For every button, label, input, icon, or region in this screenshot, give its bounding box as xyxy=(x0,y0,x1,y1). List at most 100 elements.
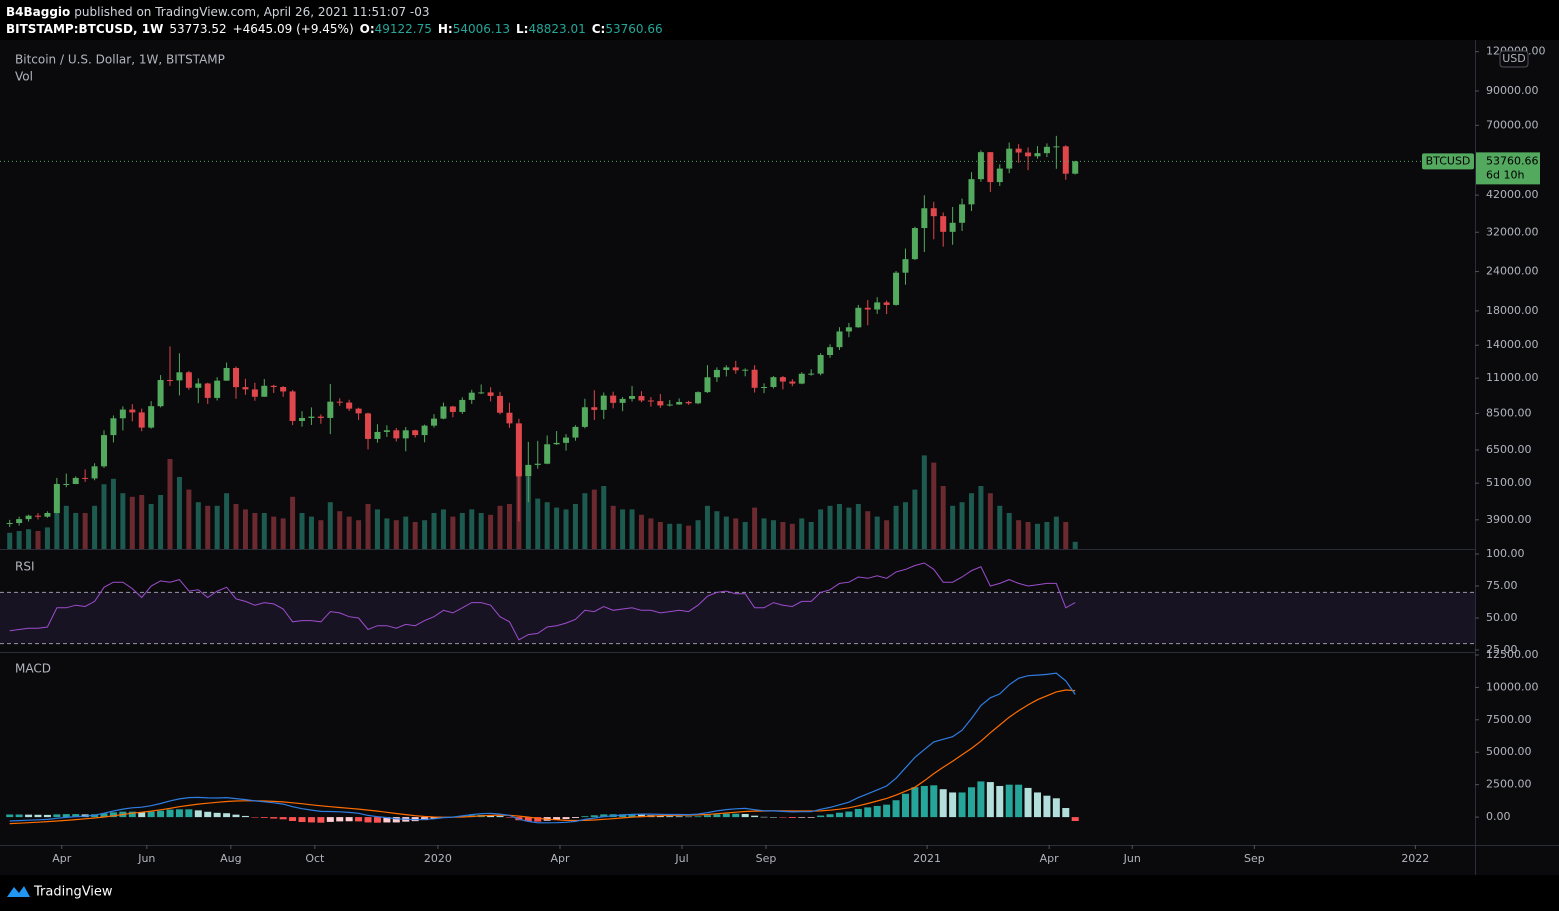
candle-body xyxy=(581,407,588,427)
candle-body xyxy=(148,406,155,428)
candle-body xyxy=(91,466,98,479)
volume-bar xyxy=(393,520,399,549)
volume-bar xyxy=(865,511,871,549)
x-tick-label: Jun xyxy=(137,852,155,865)
candle-body xyxy=(629,396,636,399)
candle-body xyxy=(798,373,805,384)
volume-bar xyxy=(16,531,22,549)
x-tick-label: Sep xyxy=(1244,852,1265,865)
volume-bar xyxy=(733,518,739,549)
volume-bar xyxy=(799,518,805,549)
histogram-bar xyxy=(1015,784,1023,818)
volume-bar xyxy=(488,514,494,549)
author: B4Baggio xyxy=(6,5,70,19)
histogram-bar xyxy=(873,805,881,818)
volume-bar xyxy=(1006,513,1012,549)
candle-body xyxy=(214,380,221,398)
volume-bar xyxy=(327,502,333,549)
candle-body xyxy=(808,373,815,375)
candle-body xyxy=(676,401,683,405)
histogram-bar xyxy=(958,792,966,818)
candle-body xyxy=(402,430,409,439)
y-tick-label: 2500.00 xyxy=(1486,778,1532,791)
candle-body xyxy=(383,430,390,432)
change: +4645.09 (+9.45%) xyxy=(233,22,354,36)
histogram-bar xyxy=(571,817,579,819)
y-tick-label: 100.00 xyxy=(1486,547,1525,560)
histogram-bar xyxy=(430,817,438,819)
volume-bar xyxy=(554,507,560,549)
volume-bar xyxy=(92,505,98,549)
y-tick-label: 10000.00 xyxy=(1486,680,1539,693)
published: published on TradingView.com, April 26, … xyxy=(74,5,429,19)
pane-title: RSI xyxy=(15,560,35,574)
volume-bar xyxy=(667,523,673,549)
candle-body xyxy=(374,431,381,439)
ohlc-value: 48823.01 xyxy=(528,22,585,36)
volume-bar xyxy=(620,509,626,549)
candle-body xyxy=(129,409,136,413)
candle-body xyxy=(1025,152,1032,157)
histogram-bar xyxy=(1043,795,1051,818)
volume-bar xyxy=(770,520,776,549)
candle-body xyxy=(459,399,466,412)
volume-bar xyxy=(299,513,305,549)
volume-bar xyxy=(742,522,748,549)
volume-bar xyxy=(205,505,211,549)
candle-body xyxy=(176,372,183,381)
volume-bar xyxy=(110,478,116,549)
histogram-bar xyxy=(157,810,165,818)
candle-body xyxy=(25,515,32,520)
histogram-bar xyxy=(6,814,14,818)
volume-bar xyxy=(761,518,767,549)
histogram-bar xyxy=(109,812,117,818)
histogram-bar xyxy=(788,817,796,819)
candle-body xyxy=(440,406,447,419)
volume-bar xyxy=(469,509,475,549)
last-price: 53773.52 xyxy=(169,22,226,36)
symbol-label: BTCUSD xyxy=(1426,154,1471,167)
candle-body xyxy=(713,369,720,378)
candle-body xyxy=(431,418,438,426)
candle-body xyxy=(261,385,268,397)
histogram-bar xyxy=(307,817,315,823)
y-tick-label: 12500.00 xyxy=(1486,648,1539,661)
candle-body xyxy=(119,409,126,419)
volume-bar xyxy=(280,518,286,549)
symbol: BITSTAMP:BTCUSD, 1W xyxy=(6,22,163,36)
volume-bar xyxy=(129,496,135,549)
y-tick-label: 14000.00 xyxy=(1486,338,1539,351)
candle-body xyxy=(685,401,692,404)
candle-body xyxy=(393,430,400,439)
candle-body xyxy=(1072,161,1079,174)
candle-body xyxy=(63,483,70,485)
histogram-bar xyxy=(204,811,212,818)
volume-bar xyxy=(101,484,107,549)
candle-body xyxy=(185,372,192,388)
candle-body xyxy=(1006,148,1013,169)
volume-bar xyxy=(139,495,145,549)
volume-bar xyxy=(261,513,267,549)
countdown: 6d 10h xyxy=(1486,168,1524,181)
candle-body xyxy=(251,389,258,397)
histogram-bar xyxy=(722,813,730,818)
histogram-bar xyxy=(779,817,787,818)
volume-bar xyxy=(308,516,314,549)
histogram-bar xyxy=(25,814,33,818)
candle-body xyxy=(770,377,777,387)
candle-body xyxy=(996,168,1003,183)
histogram-bar xyxy=(826,814,834,818)
histogram-bar xyxy=(373,817,381,823)
histogram-bar xyxy=(147,811,155,818)
candle-body xyxy=(101,435,108,467)
histogram-bar xyxy=(656,815,664,818)
histogram-bar xyxy=(383,817,391,823)
candle-body xyxy=(506,412,513,424)
histogram-bar xyxy=(534,817,542,822)
candle-body xyxy=(572,426,579,438)
candle-body xyxy=(299,417,306,421)
histogram-bar xyxy=(883,804,891,818)
volume-bar xyxy=(874,516,880,549)
